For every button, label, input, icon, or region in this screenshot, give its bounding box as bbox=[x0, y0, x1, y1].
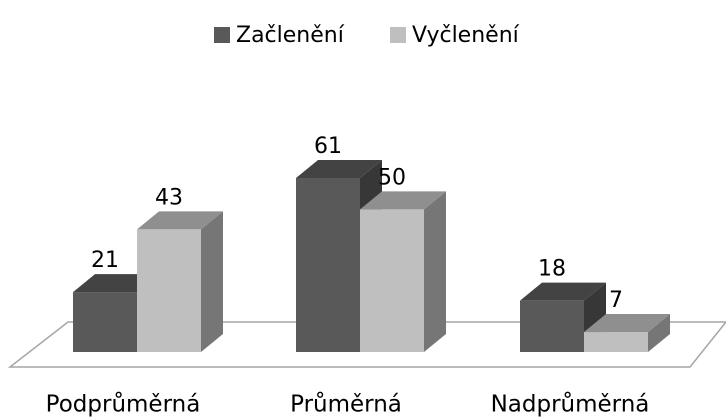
legend-label: Začlenění bbox=[236, 23, 345, 48]
data-label: 18 bbox=[538, 257, 566, 282]
data-label: 61 bbox=[314, 134, 342, 159]
bar-front bbox=[296, 178, 360, 352]
bar-front bbox=[137, 229, 201, 352]
data-label: 7 bbox=[609, 288, 623, 313]
x-tick-label: Průměrná bbox=[290, 391, 402, 418]
bar-front bbox=[73, 292, 137, 352]
bar-top bbox=[584, 314, 670, 333]
bar-front bbox=[360, 209, 424, 352]
bar bbox=[520, 282, 606, 352]
bar bbox=[137, 211, 223, 352]
bar-front bbox=[584, 332, 648, 352]
bar bbox=[584, 314, 670, 352]
legend-swatch bbox=[214, 27, 230, 43]
bar-top bbox=[296, 160, 382, 178]
bar-top bbox=[360, 191, 446, 210]
bar bbox=[360, 191, 446, 352]
data-label: 21 bbox=[91, 248, 119, 273]
bar-side bbox=[201, 211, 223, 352]
bar-front bbox=[520, 300, 584, 352]
x-tick-label: Podprůměrná bbox=[46, 391, 201, 418]
legend-swatch bbox=[390, 27, 406, 43]
x-tick-label: Nadprůměrná bbox=[491, 391, 650, 418]
bar-side bbox=[424, 191, 446, 352]
data-label: 50 bbox=[378, 165, 406, 190]
data-label: 43 bbox=[155, 185, 183, 210]
bar-top bbox=[137, 211, 223, 230]
bar-top bbox=[520, 282, 606, 301]
legend-label: Vyčlenění bbox=[412, 23, 520, 48]
bar-side bbox=[648, 314, 670, 352]
